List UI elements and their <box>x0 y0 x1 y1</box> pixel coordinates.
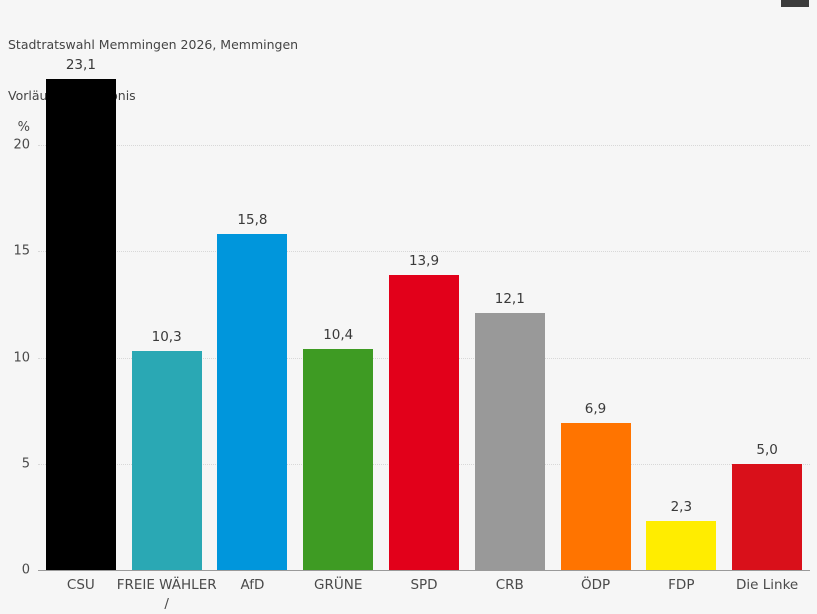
x-axis-category-label: CRB <box>495 577 524 593</box>
gridline-15 <box>38 251 810 253</box>
bar[interactable] <box>45 79 116 570</box>
y-tick-label-15: 15 <box>13 243 30 259</box>
page-title: Stadtratswahl Memmingen 2026, Memmingen <box>8 37 299 52</box>
y-axis-unit-label: % <box>17 120 30 135</box>
toolbar-widget-icon[interactable] <box>781 0 809 7</box>
bar[interactable] <box>732 463 803 570</box>
bar[interactable] <box>389 274 459 570</box>
bar[interactable] <box>131 351 202 570</box>
y-axis: % 0 5 10 15 20 <box>0 0 38 614</box>
x-axis-category-label: FDP <box>668 577 695 593</box>
x-axis-line <box>38 570 810 571</box>
bar[interactable] <box>560 423 631 570</box>
bar-group: 23,1 CSU <box>45 0 116 614</box>
x-axis-category-label: Die Linke <box>736 577 799 593</box>
bar-value-label: 23,1 <box>65 57 96 74</box>
bar-group: 13,9 SPD <box>389 0 459 614</box>
bar-value-label: 6,9 <box>584 401 607 418</box>
x-axis-category-label: CSU <box>66 577 95 593</box>
bar-value-label: 13,9 <box>408 252 440 269</box>
x-axis-category-label: FREIE WÄHLER / <box>116 577 217 612</box>
bar-group: 15,8 AfD <box>217 0 288 614</box>
bar[interactable] <box>303 349 374 570</box>
bar-group: 2,3 FDP <box>646 0 717 614</box>
bar-group: 12,1 CRB <box>474 0 545 614</box>
bar-group: 10,3 FREIE WÄHLER / <box>117 0 217 614</box>
bar-group: 6,9 ÖDP <box>560 0 631 614</box>
y-tick-label-5: 5 <box>21 456 30 472</box>
bar[interactable] <box>646 521 717 570</box>
bars-container: 23,1 CSU 10,3 FREIE WÄHLER / 15,8 AfD 10,4 GRÜN… <box>38 0 810 614</box>
x-axis-category-label: SPD <box>410 577 438 593</box>
gridline-20 <box>38 145 810 146</box>
y-tick-label-0: 0 <box>21 562 30 578</box>
bar-value-label: 10,4 <box>323 327 354 343</box>
bar[interactable] <box>474 312 545 570</box>
bar-group: 10,4 GRÜNE <box>303 0 374 614</box>
bar-value-label: 2,3 <box>670 499 693 516</box>
bar-value-label: 5,0 <box>756 441 778 458</box>
x-axis-category-label: GRÜNE <box>314 577 363 593</box>
bar-value-label: 12,1 <box>494 290 525 307</box>
bar-group: 5,0 Die Linke <box>732 0 803 614</box>
bar-value-label: 15,8 <box>237 212 268 229</box>
x-axis-category-label: AfD <box>240 577 265 593</box>
x-axis-category-label: ÖDP <box>580 577 611 593</box>
y-tick-label-10: 10 <box>13 350 30 365</box>
bar[interactable] <box>217 234 288 570</box>
y-tick-label-20: 20 <box>13 137 30 153</box>
bar-value-label: 10,3 <box>151 329 182 346</box>
